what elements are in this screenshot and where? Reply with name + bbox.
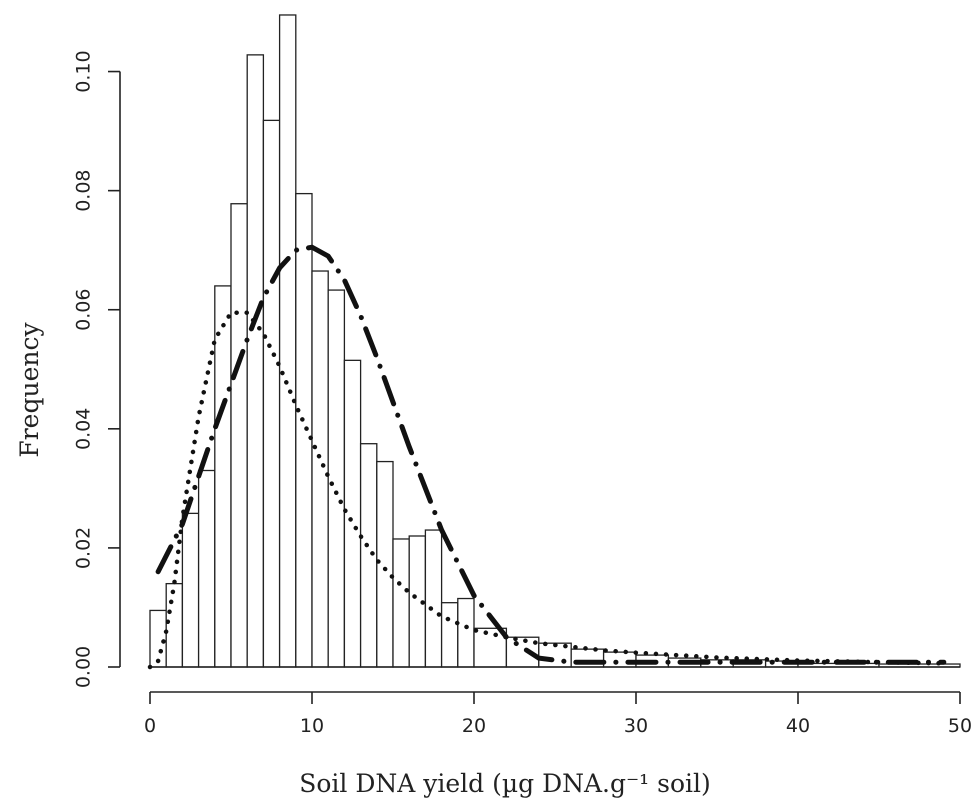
- histogram-bar: [602, 651, 637, 668]
- histogram-bar: [197, 469, 216, 668]
- x-tick-label: 40: [786, 715, 810, 737]
- x-axis: 0 10 20 30 40 50: [144, 691, 972, 737]
- x-tick-label: 30: [624, 715, 648, 737]
- y-tick-label: 0.10: [73, 50, 95, 92]
- histogram-bar: [457, 597, 475, 668]
- y-axis-title: Frequency: [15, 322, 44, 458]
- density-curves: [147, 244, 947, 670]
- y-tick-label: 0.08: [73, 169, 95, 211]
- histogram-bar: [424, 529, 443, 668]
- histogram-bar: [278, 14, 297, 668]
- dash-dot-density-curve: [155, 244, 947, 665]
- histogram-bar: [262, 119, 281, 668]
- y-axis: 0.00 0.02 0.04 0.06 0.08 0.10: [73, 50, 121, 688]
- histogram-bar: [149, 609, 167, 668]
- histogram-bar: [214, 285, 232, 668]
- x-tick-label: 50: [948, 715, 972, 737]
- dotted-density-curve: [147, 310, 947, 670]
- histogram-bar: [359, 443, 378, 668]
- x-tick-label: 10: [300, 715, 324, 737]
- y-tick-label: 0.04: [73, 408, 95, 450]
- histogram-bar: [343, 359, 362, 668]
- histogram-bar: [181, 512, 200, 668]
- x-tick-label: 20: [462, 715, 486, 737]
- histogram-bar: [392, 538, 410, 668]
- histogram-bar: [246, 54, 265, 668]
- histogram-bar: [376, 460, 394, 668]
- histogram-bar: [473, 627, 508, 668]
- histogram-bar: [165, 582, 184, 668]
- histogram-bar: [440, 602, 459, 668]
- y-tick-label: 0.02: [73, 527, 95, 569]
- histogram-bar: [230, 203, 248, 668]
- histogram-bar: [311, 270, 329, 668]
- x-tick-label: 0: [144, 715, 156, 737]
- histogram-bar: [295, 192, 313, 668]
- histogram-bars: [149, 14, 961, 668]
- y-tick-label: 0.06: [73, 289, 95, 331]
- y-tick-label: 0.00: [73, 646, 95, 688]
- histogram-bar: [327, 289, 346, 668]
- x-axis-title: Soil DNA yield (µg DNA.g⁻¹ soil): [299, 769, 711, 798]
